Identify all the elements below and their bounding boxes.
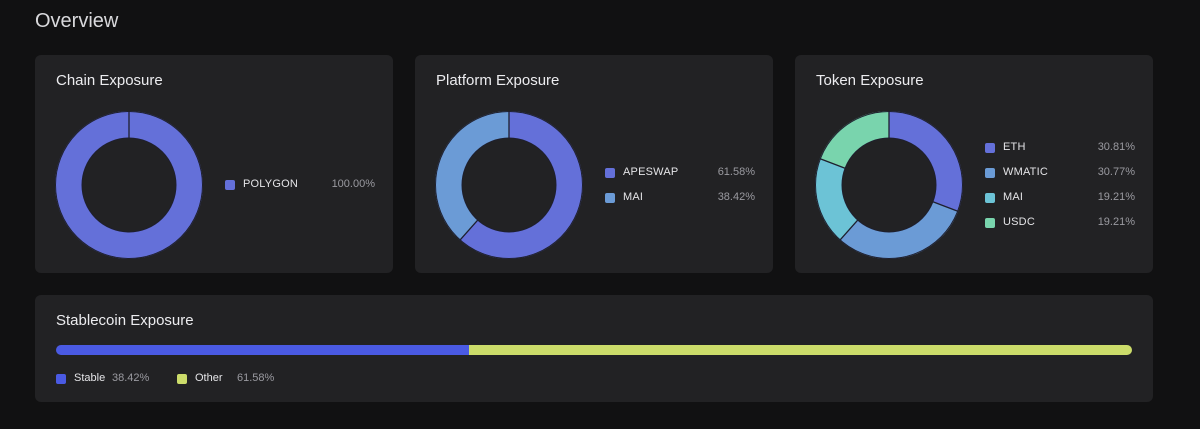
token-exposure-title: Token Exposure <box>816 72 924 89</box>
legend-value: 19.21% <box>1097 190 1135 203</box>
legend-item-usdc: USDC 19.21% <box>985 216 1135 232</box>
legend-label: POLYGON <box>243 178 298 190</box>
legend-value: 19.21% <box>1097 215 1135 228</box>
legend-label: MAI <box>623 190 644 203</box>
donut-inner-outline <box>461 137 557 233</box>
slice-separator <box>839 219 859 241</box>
legend-value: 38.42% <box>717 190 755 203</box>
legend-swatch <box>177 374 187 384</box>
legend-item-wmatic: WMATIC 30.77% <box>985 166 1135 182</box>
legend-swatch <box>985 167 995 178</box>
legend-swatch <box>56 374 66 384</box>
slice-separator <box>459 219 479 241</box>
legend-value: 61.58% <box>237 372 275 384</box>
legend-item-mai: MAI 38.42% <box>605 191 755 207</box>
legend-item-apeswap: APESWAP 61.58% <box>605 166 755 182</box>
legend-value: 61.58% <box>717 165 755 178</box>
legend-value: 30.81% <box>1097 140 1135 153</box>
legend-value: 100.00% <box>331 178 375 190</box>
platform-exposure-donut <box>435 111 583 259</box>
chain-exposure-title: Chain Exposure <box>56 72 163 89</box>
legend-label: Other <box>195 372 223 384</box>
donut-slice-polygon <box>55 111 203 259</box>
donut-inner-outline <box>81 137 177 233</box>
donut-slice-mai <box>815 111 963 259</box>
donut-slice-wmatic <box>815 111 963 259</box>
stablecoin-exposure-title: Stablecoin Exposure <box>56 312 194 329</box>
chain-exposure-donut <box>55 111 203 259</box>
token-exposure-donut <box>815 111 963 259</box>
stablecoin-exposure-card: Stablecoin Exposure Stable 38.42% Other 61.… <box>35 295 1153 402</box>
chain-exposure-card: Chain Exposure POLYGON 100.00% <box>35 55 393 273</box>
legend-label: USDC <box>1003 215 1035 228</box>
donut-outer-outline <box>815 111 963 259</box>
bar-segment-other <box>469 345 1132 355</box>
legend-item-polygon: POLYGON 100.00% <box>225 178 375 194</box>
legend-label: ETH <box>1003 140 1026 153</box>
stablecoin-bar <box>56 345 1132 355</box>
legend-swatch <box>985 217 995 228</box>
platform-exposure-title: Platform Exposure <box>436 72 560 89</box>
donut-outer-outline <box>55 111 203 259</box>
legend-item-mai: MAI 19.21% <box>985 191 1135 207</box>
legend-swatch <box>605 167 615 178</box>
token-exposure-card: Token Exposure ETH 30.81% WMATIC 30.77% MAI 1… <box>795 55 1153 273</box>
legend-swatch <box>605 192 615 203</box>
legend-swatch <box>985 192 995 203</box>
legend-label: MAI <box>1003 190 1024 203</box>
slice-separator <box>932 201 959 213</box>
page-title: Overview <box>35 10 119 32</box>
bar-segment-stable <box>56 345 470 355</box>
donut-inner-outline <box>841 137 937 233</box>
legend-label: WMATIC <box>1003 165 1048 178</box>
legend-label: Stable <box>74 372 106 384</box>
legend-item-eth: ETH 30.81% <box>985 141 1135 157</box>
legend-label: APESWAP <box>623 165 679 178</box>
legend-value: 38.42% <box>112 372 150 384</box>
platform-exposure-card: Platform Exposure APESWAP 61.58% MAI 38.42% <box>415 55 773 273</box>
legend-swatch <box>225 180 235 190</box>
legend-value: 30.77% <box>1097 165 1135 178</box>
donut-outer-outline <box>435 111 583 259</box>
legend-swatch <box>985 142 995 153</box>
slice-separator <box>819 158 846 169</box>
